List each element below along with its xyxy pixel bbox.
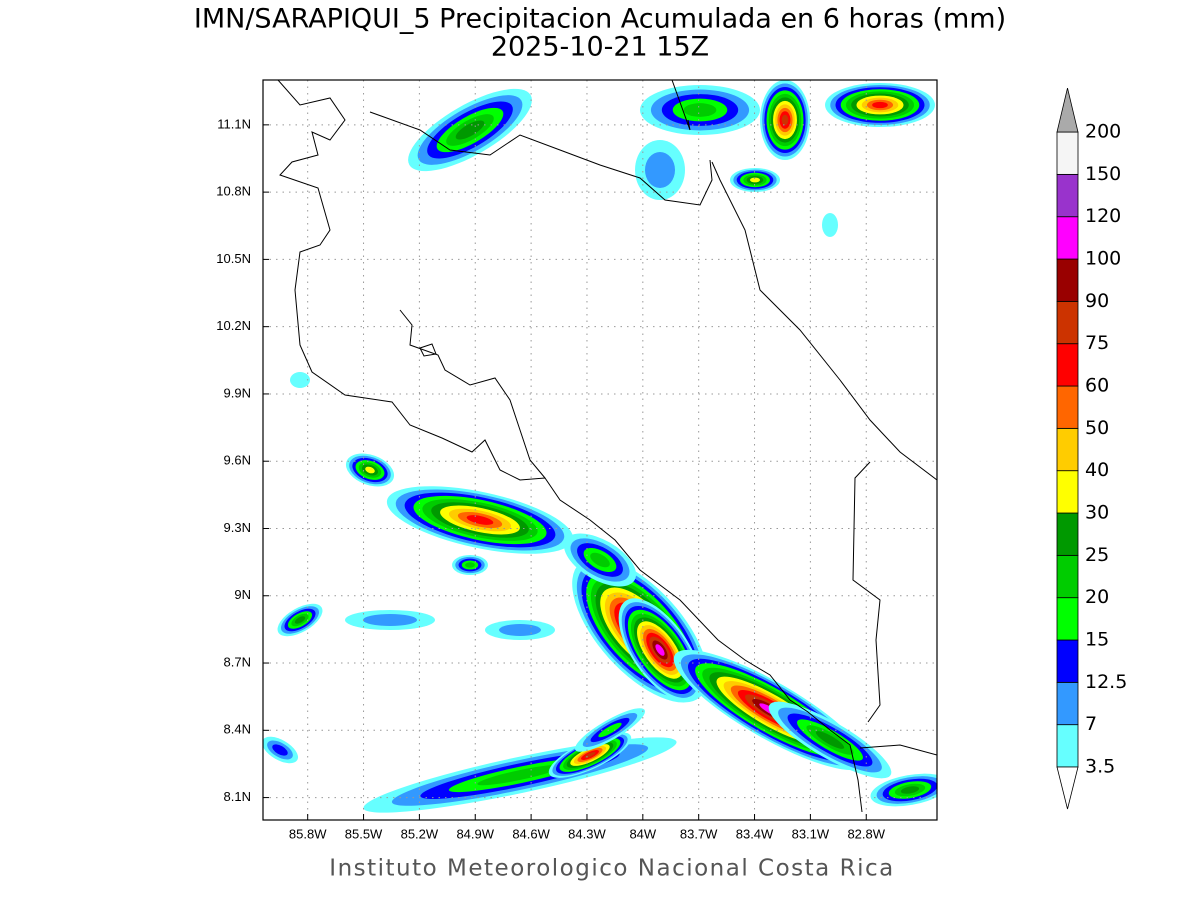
- y-tick-label: 9N: [234, 587, 251, 602]
- precip-contour: [363, 614, 417, 626]
- colorbar: 3.5 7 12.5 15 20 25 30 40 50 60 75 90 100 120 150 200: [1056, 87, 1127, 810]
- colorbar-label: 100: [1085, 248, 1121, 270]
- x-tick-label: 85.2W: [401, 826, 439, 841]
- precip-contour: [365, 466, 375, 474]
- precip-contour: [294, 616, 306, 624]
- x-tick-label: 83.7W: [680, 826, 718, 841]
- colorbar-box: [1056, 724, 1079, 768]
- colorbar-under: [1056, 766, 1079, 810]
- colorbar-label: 150: [1085, 163, 1121, 185]
- precip-contour: [598, 722, 622, 738]
- precip-contour: [466, 515, 494, 525]
- colorbar-box: [1056, 554, 1079, 599]
- colorbar-label: 90: [1085, 290, 1109, 312]
- precip-field: [263, 80, 937, 813]
- colorbar-label: 15: [1085, 629, 1109, 651]
- colorbar-box: [1056, 470, 1079, 514]
- coastline: [399, 309, 546, 479]
- colorbar-box: [1056, 681, 1079, 726]
- y-tick-label: 8.7N: [224, 654, 251, 669]
- precip-contour: [900, 786, 920, 794]
- precip-contour: [750, 177, 760, 183]
- x-tick-label: 84W: [629, 826, 656, 841]
- map-background: [263, 80, 937, 820]
- precip-contour: [815, 731, 845, 749]
- coastline: [277, 80, 863, 813]
- colorbar-label: 50: [1085, 417, 1109, 439]
- x-tick-label: 84.9W: [456, 826, 494, 841]
- colorbar-label: 12.5: [1085, 671, 1127, 693]
- colorbar-box: [1056, 427, 1079, 472]
- y-tick-label: 9.9N: [224, 385, 251, 400]
- colorbar-label: 30: [1085, 502, 1109, 524]
- colorbar-box: [1056, 131, 1079, 175]
- colorbar-label: 3.5: [1085, 756, 1115, 778]
- precip-contour: [477, 764, 563, 786]
- colorbar-label: 40: [1085, 459, 1109, 481]
- y-tick-label: 11.1N: [217, 116, 251, 131]
- colorbar-box: [1056, 300, 1079, 345]
- colorbar-label: 25: [1085, 544, 1109, 566]
- precip-contour: [465, 562, 475, 568]
- colorbar-label: 120: [1085, 205, 1121, 227]
- colorbar-label: 7: [1085, 713, 1097, 735]
- colorbar-label: 60: [1085, 375, 1109, 397]
- colorbar-box: [1056, 639, 1079, 683]
- x-tick-label: 84.3W: [568, 826, 606, 841]
- border: [852, 461, 881, 723]
- coastline: [859, 744, 937, 756]
- y-tick-label: 8.4N: [224, 722, 251, 737]
- colorbar-over: [1056, 87, 1079, 133]
- precip-contour: [822, 213, 838, 237]
- precip-contour: [655, 644, 665, 656]
- x-tick-label: 83.1W: [792, 826, 830, 841]
- title: IMN/SARAPIQUI_5 Precipitacion Acumulada …: [194, 4, 1006, 35]
- coastline: [711, 161, 937, 481]
- coastline: [671, 80, 691, 131]
- grid: [263, 80, 937, 820]
- y-tick-label: 10.8N: [216, 184, 251, 199]
- colorbar-box: [1056, 597, 1079, 641]
- precip-contour: [683, 103, 717, 117]
- colorbar-box: [1056, 385, 1079, 429]
- subtitle: 2025-10-21 15Z: [491, 32, 709, 63]
- colorbar-box: [1056, 343, 1079, 387]
- x-tick-label: 82.8W: [847, 826, 885, 841]
- precip-contour: [645, 152, 675, 188]
- precip-contour: [499, 624, 541, 636]
- colorbar-label: 75: [1085, 332, 1109, 354]
- coastline: [419, 343, 437, 357]
- precip-contour: [272, 744, 288, 756]
- map-frame: [262, 79, 938, 821]
- border: [369, 111, 713, 206]
- y-tick-label: 10.2N: [216, 318, 251, 333]
- x-tick-label: 84.6W: [512, 826, 550, 841]
- precip-contour: [290, 372, 310, 388]
- precip-contour: [590, 552, 610, 568]
- y-tick-label: 9.6N: [224, 453, 251, 468]
- x-tick-label: 85.8W: [289, 826, 327, 841]
- colorbar-box: [1056, 512, 1079, 556]
- y-tick-label: 9.3N: [224, 520, 251, 535]
- coastlines: [277, 80, 937, 813]
- colorbar-box: [1056, 258, 1079, 302]
- x-tick-label: 83.4W: [736, 826, 774, 841]
- y-tick-label: 10.5N: [216, 251, 251, 266]
- x-tick-label: 85.5W: [345, 826, 383, 841]
- precip-contour: [781, 114, 789, 126]
- colorbar-label: 20: [1085, 586, 1109, 608]
- colorbar-label: 200: [1085, 121, 1121, 143]
- precip-contour: [455, 120, 485, 140]
- colorbar-box: [1056, 173, 1079, 218]
- precip-contour: [872, 101, 888, 109]
- footer: Instituto Meteorologico Nacional Costa R…: [329, 856, 894, 882]
- y-tick-label: 8.1N: [224, 789, 251, 804]
- colorbar-box: [1056, 216, 1079, 260]
